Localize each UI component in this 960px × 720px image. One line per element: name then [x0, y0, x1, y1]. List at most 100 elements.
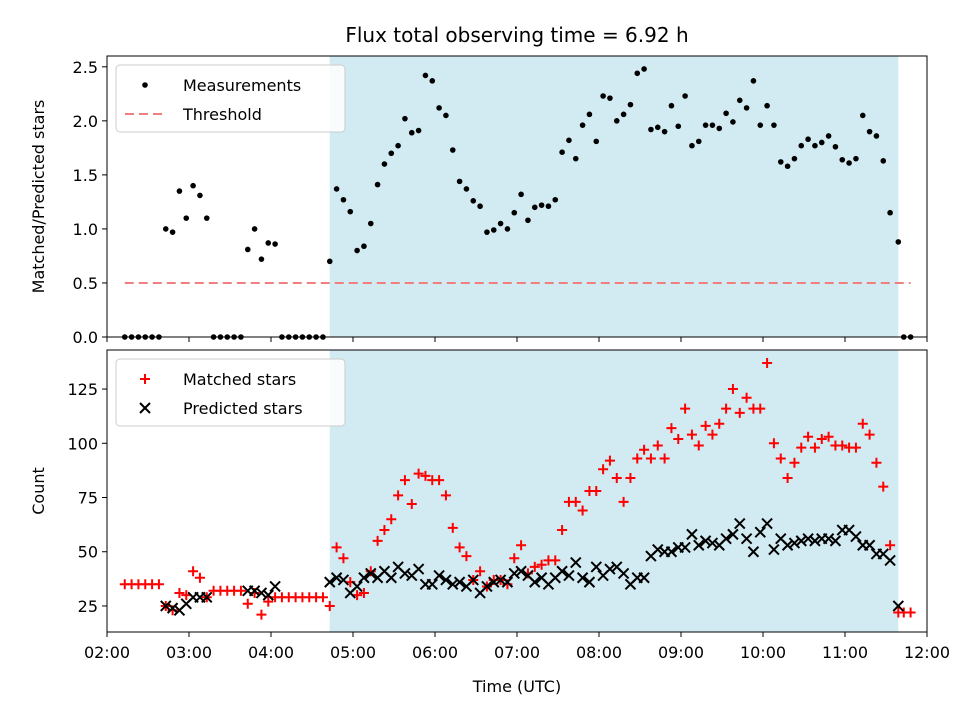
data-point	[822, 533, 835, 545]
data-point	[501, 576, 514, 588]
legend-marker	[139, 402, 151, 414]
data-point	[686, 528, 698, 541]
data-point	[538, 202, 545, 208]
data-point	[593, 138, 600, 145]
data-point	[244, 246, 251, 253]
data-point	[652, 440, 663, 451]
data-point	[563, 569, 575, 582]
data-point	[515, 565, 527, 577]
x-tick-label: 08:00	[576, 643, 622, 662]
data-point	[399, 475, 410, 486]
legend-marker	[140, 374, 150, 384]
data-point	[235, 585, 246, 596]
data-point	[837, 440, 848, 451]
data-point	[611, 472, 622, 483]
data-point	[721, 403, 732, 414]
data-point	[675, 123, 682, 130]
data-point	[201, 591, 213, 603]
data-point	[598, 464, 609, 475]
data-point	[652, 543, 664, 556]
data-point	[197, 192, 203, 199]
data-point	[374, 181, 381, 188]
data-point	[406, 499, 417, 510]
data-point	[673, 433, 684, 444]
data-point	[895, 239, 902, 245]
data-point	[699, 535, 712, 547]
data-point	[754, 526, 766, 538]
data-point	[256, 609, 267, 620]
data-point	[627, 101, 634, 108]
data-point	[768, 438, 779, 449]
data-point	[648, 126, 654, 133]
x-tick-label: 04:00	[248, 643, 294, 662]
data-point	[262, 589, 274, 601]
data-point	[203, 215, 210, 221]
data-point	[823, 431, 834, 442]
y-tick-label: 125	[67, 380, 98, 399]
data-point	[354, 247, 360, 254]
data-point	[317, 592, 328, 603]
data-point	[166, 602, 179, 614]
data-point	[484, 229, 490, 235]
data-point	[358, 587, 369, 598]
legend-label: Threshold	[182, 105, 262, 124]
data-point	[381, 161, 388, 167]
data-point	[850, 530, 862, 543]
data-point	[467, 574, 479, 586]
legend: Measurements Threshold	[115, 64, 346, 133]
y-tick-label: 1.5	[73, 166, 98, 185]
data-point	[176, 188, 183, 194]
data-point	[782, 472, 793, 483]
data-point	[333, 186, 340, 192]
data-point	[251, 226, 258, 232]
legend-box	[115, 64, 346, 133]
data-point	[645, 453, 656, 464]
data-point	[727, 384, 738, 395]
y-tick-label: 75	[78, 489, 98, 508]
x-axis-label: Time (UTC)	[472, 677, 561, 696]
data-point	[634, 70, 641, 77]
data-point	[447, 578, 459, 590]
data-point	[654, 124, 661, 131]
legend-label: Predicted stars	[183, 399, 303, 418]
data-point	[447, 522, 458, 533]
data-point	[324, 576, 336, 588]
data-point	[680, 403, 691, 414]
y-axis-label: Count	[29, 467, 48, 515]
data-point	[859, 112, 866, 119]
data-point	[604, 455, 615, 466]
data-point	[386, 514, 397, 525]
data-point	[586, 111, 593, 118]
data-point	[832, 143, 839, 150]
data-point	[707, 429, 718, 440]
data-point	[850, 442, 861, 453]
data-point	[463, 186, 470, 192]
data-point	[781, 539, 794, 551]
data-point	[529, 576, 541, 588]
series-measurements	[121, 66, 914, 340]
data-point	[272, 241, 278, 247]
data-point	[709, 122, 716, 128]
data-point	[682, 93, 688, 99]
data-point	[497, 220, 504, 227]
data-point	[727, 528, 739, 541]
data-point	[436, 105, 442, 111]
data-point	[689, 142, 695, 149]
data-point	[757, 122, 764, 128]
data-point	[743, 105, 750, 111]
data-point	[755, 403, 766, 414]
data-point	[714, 418, 725, 429]
x-tick-label: 10:00	[740, 643, 786, 662]
data-point	[700, 420, 711, 431]
data-point	[750, 78, 757, 84]
data-point	[846, 160, 852, 166]
data-point	[494, 574, 507, 586]
data-point	[557, 525, 568, 536]
series-matched-stars	[119, 358, 916, 620]
data-point	[761, 517, 773, 530]
data-point	[508, 567, 520, 580]
y-tick-label: 100	[67, 434, 98, 453]
data-point	[174, 587, 185, 598]
data-point	[803, 431, 814, 442]
data-point	[818, 139, 825, 146]
